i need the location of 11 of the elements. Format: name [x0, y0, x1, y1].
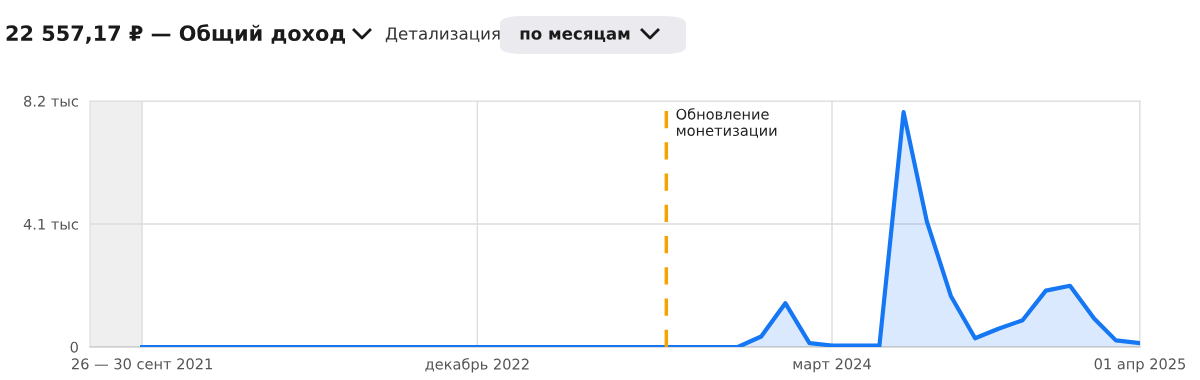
text: по месяцам [520, 30, 630, 42]
y-tick-label: 8.2 тыс [24, 95, 78, 107]
text: Детализация [385, 27, 500, 43]
x-tick-label: 01 апр 2025 [1094, 358, 1186, 373]
x-tick-label: декабрь 2022 [425, 358, 529, 373]
x-tick-label: 26 — 30 сент 2021 [71, 358, 212, 370]
chart-title: 22 557,17 ₽ — Общий доход [6, 24, 346, 44]
x-tick-label: март 2024 [793, 358, 871, 373]
y-tick-label: 0 [70, 341, 78, 353]
ref-line-label: Обновление монетизации [676, 108, 777, 138]
y-tick-label: 4.1 тыс [23, 218, 78, 230]
